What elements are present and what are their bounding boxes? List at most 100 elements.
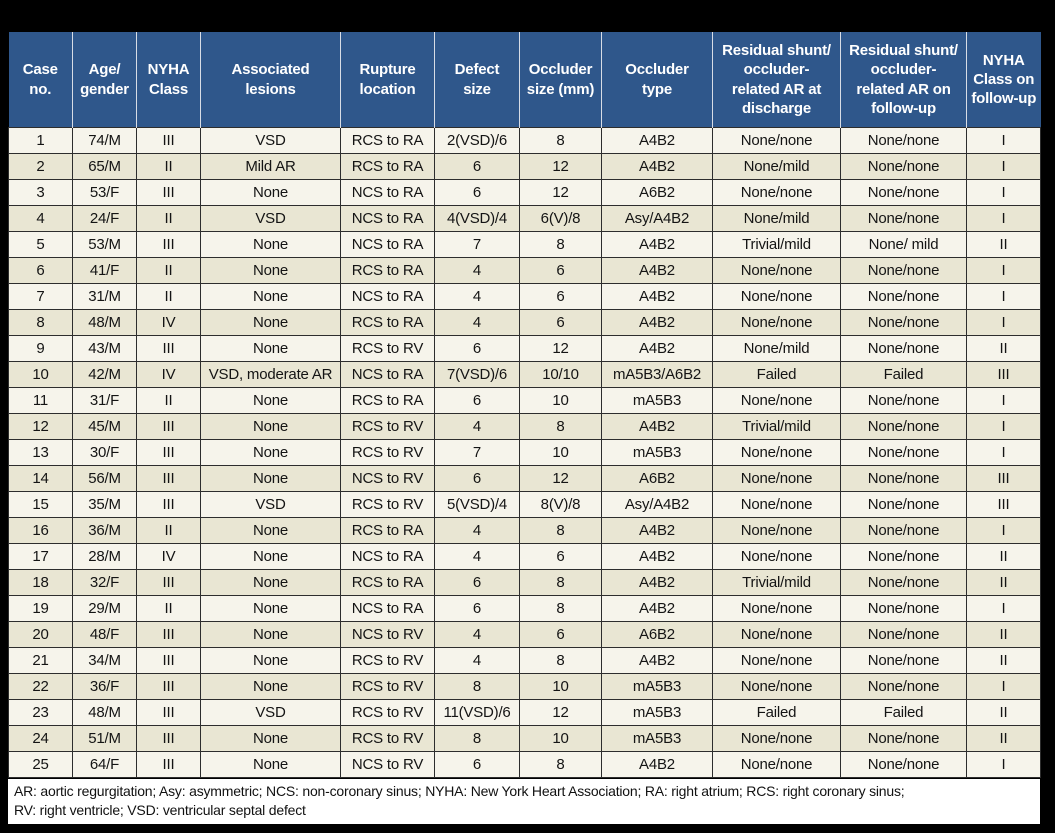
table-cell: None (200, 595, 341, 622)
table-cell: 48/M (72, 699, 137, 726)
table-cell: IV (136, 309, 201, 336)
table-cell: 12 (519, 465, 602, 492)
table-cell: Asy/A4B2 (601, 205, 713, 232)
table-cell: RCS to RA (340, 127, 435, 154)
table-cell: None/mild (712, 205, 841, 232)
table-cell: 5(VSD)/4 (434, 491, 520, 518)
table-cell: NCS to RV (340, 751, 435, 778)
table-cell: 21 (8, 647, 73, 674)
table-cell: A4B2 (601, 257, 713, 284)
table-cell: None/none (840, 205, 967, 232)
column-header: Residual shunt/ occluder- related AR on … (840, 32, 967, 128)
table-cell: III (136, 699, 201, 726)
table-cell: None (200, 543, 341, 570)
table-cell: Failed (712, 699, 841, 726)
table-cell: II (966, 725, 1041, 752)
table-cell: 28/M (72, 543, 137, 570)
table-cell: I (966, 387, 1041, 414)
table-cell: None/none (712, 751, 841, 778)
table-cell: None (200, 387, 341, 414)
column-header: Defect size (434, 32, 520, 128)
table-cell: II (136, 205, 201, 232)
table-cell: RCS to RV (340, 725, 435, 752)
table-cell: None (200, 257, 341, 284)
table-cell: RCS to RV (340, 647, 435, 674)
table-cell: A4B2 (601, 413, 713, 440)
table-cell: 4 (8, 205, 73, 232)
table-cell: 10 (519, 725, 602, 752)
table-cell: 36/M (72, 517, 137, 544)
table-cell: II (136, 153, 201, 180)
table-cell: III (136, 413, 201, 440)
table-cell: None (200, 751, 341, 778)
table-row: 13 30/F III None RCS to RV 7 10 mA5B3 None/none N… (8, 439, 1041, 466)
table-cell: mA5B3 (601, 725, 713, 752)
table-cell: 31/F (72, 387, 137, 414)
table-cell: 4 (434, 517, 520, 544)
table-cell: 6 (519, 257, 602, 284)
table-cell: 36/F (72, 673, 137, 700)
table-cell: None/none (840, 127, 967, 154)
table-header-row: Case no. Age/ gender NYHA Class Associated … (8, 32, 1041, 128)
table-cell: III (136, 725, 201, 752)
table-cell: None/mild (712, 153, 841, 180)
table-row: 19 29/M II None NCS to RA 6 8 A4B2 None/none None… (8, 595, 1041, 622)
table-cell: A6B2 (601, 621, 713, 648)
table-cell: 10 (519, 673, 602, 700)
table-cell: III (136, 127, 201, 154)
table-cell: 1 (8, 127, 73, 154)
table-cell: 11 (8, 387, 73, 414)
table-cell: 43/M (72, 335, 137, 362)
cases-table-container: Case no. Age/ gender NYHA Class Associated … (8, 32, 1041, 824)
table-cell: None/none (712, 439, 841, 466)
table-cell: RCS to RA (340, 387, 435, 414)
table-cell: 24/F (72, 205, 137, 232)
table-cell: 48/M (72, 309, 137, 336)
table-cell: None/none (712, 179, 841, 206)
table-cell: II (136, 257, 201, 284)
table-cell: None/none (840, 283, 967, 310)
table-header: Case no. Age/ gender NYHA Class Associated … (8, 32, 1041, 128)
table-cell: None/none (840, 153, 967, 180)
table-cell: 48/F (72, 621, 137, 648)
table-cell: None/none (712, 491, 841, 518)
table-cell: 8 (519, 751, 602, 778)
table-cell: NCS to RA (340, 283, 435, 310)
table-row: 14 56/M III None NCS to RV 6 12 A6B2 None/none No… (8, 465, 1041, 492)
table-cell: 42/M (72, 361, 137, 388)
table-cell: 8 (519, 595, 602, 622)
table-cell: 8 (519, 231, 602, 258)
table-cell: 6 (434, 387, 520, 414)
table-cell: mA5B3/A6B2 (601, 361, 713, 388)
table-cell: A4B2 (601, 283, 713, 310)
table-cell: None/none (712, 257, 841, 284)
table-cell: 4(VSD)/4 (434, 205, 520, 232)
column-header: Case no. (8, 32, 73, 128)
table-cell: 10/10 (519, 361, 602, 388)
table-cell: None/none (840, 309, 967, 336)
table-cell: I (966, 673, 1041, 700)
table-cell: 65/M (72, 153, 137, 180)
table-cell: NCS to RA (340, 543, 435, 570)
table-cell: NCS to RA (340, 595, 435, 622)
table-cell: A4B2 (601, 751, 713, 778)
table-cell: 10 (519, 439, 602, 466)
table-cell: 51/M (72, 725, 137, 752)
table-cell: RCS to RA (340, 517, 435, 544)
table-cell: None/none (712, 647, 841, 674)
table-cell: None/none (840, 725, 967, 752)
table-row: 7 31/M II None NCS to RA 4 6 A4B2 None/none None/… (8, 283, 1041, 310)
table-cell: II (966, 569, 1041, 596)
table-cell: None (200, 283, 341, 310)
table-cell: None (200, 335, 341, 362)
table-cell: 32/F (72, 569, 137, 596)
table-cell: 23 (8, 699, 73, 726)
table-row: 12 45/M III None RCS to RV 4 8 A4B2 Trivial/mild… (8, 413, 1041, 440)
table-cell: RCS to RA (340, 257, 435, 284)
table-cell: 30/F (72, 439, 137, 466)
table-cell: Failed (712, 361, 841, 388)
table-cell: mA5B3 (601, 673, 713, 700)
table-cell: 25 (8, 751, 73, 778)
table-cell: NCS to RA (340, 205, 435, 232)
table-cell: None/none (840, 647, 967, 674)
